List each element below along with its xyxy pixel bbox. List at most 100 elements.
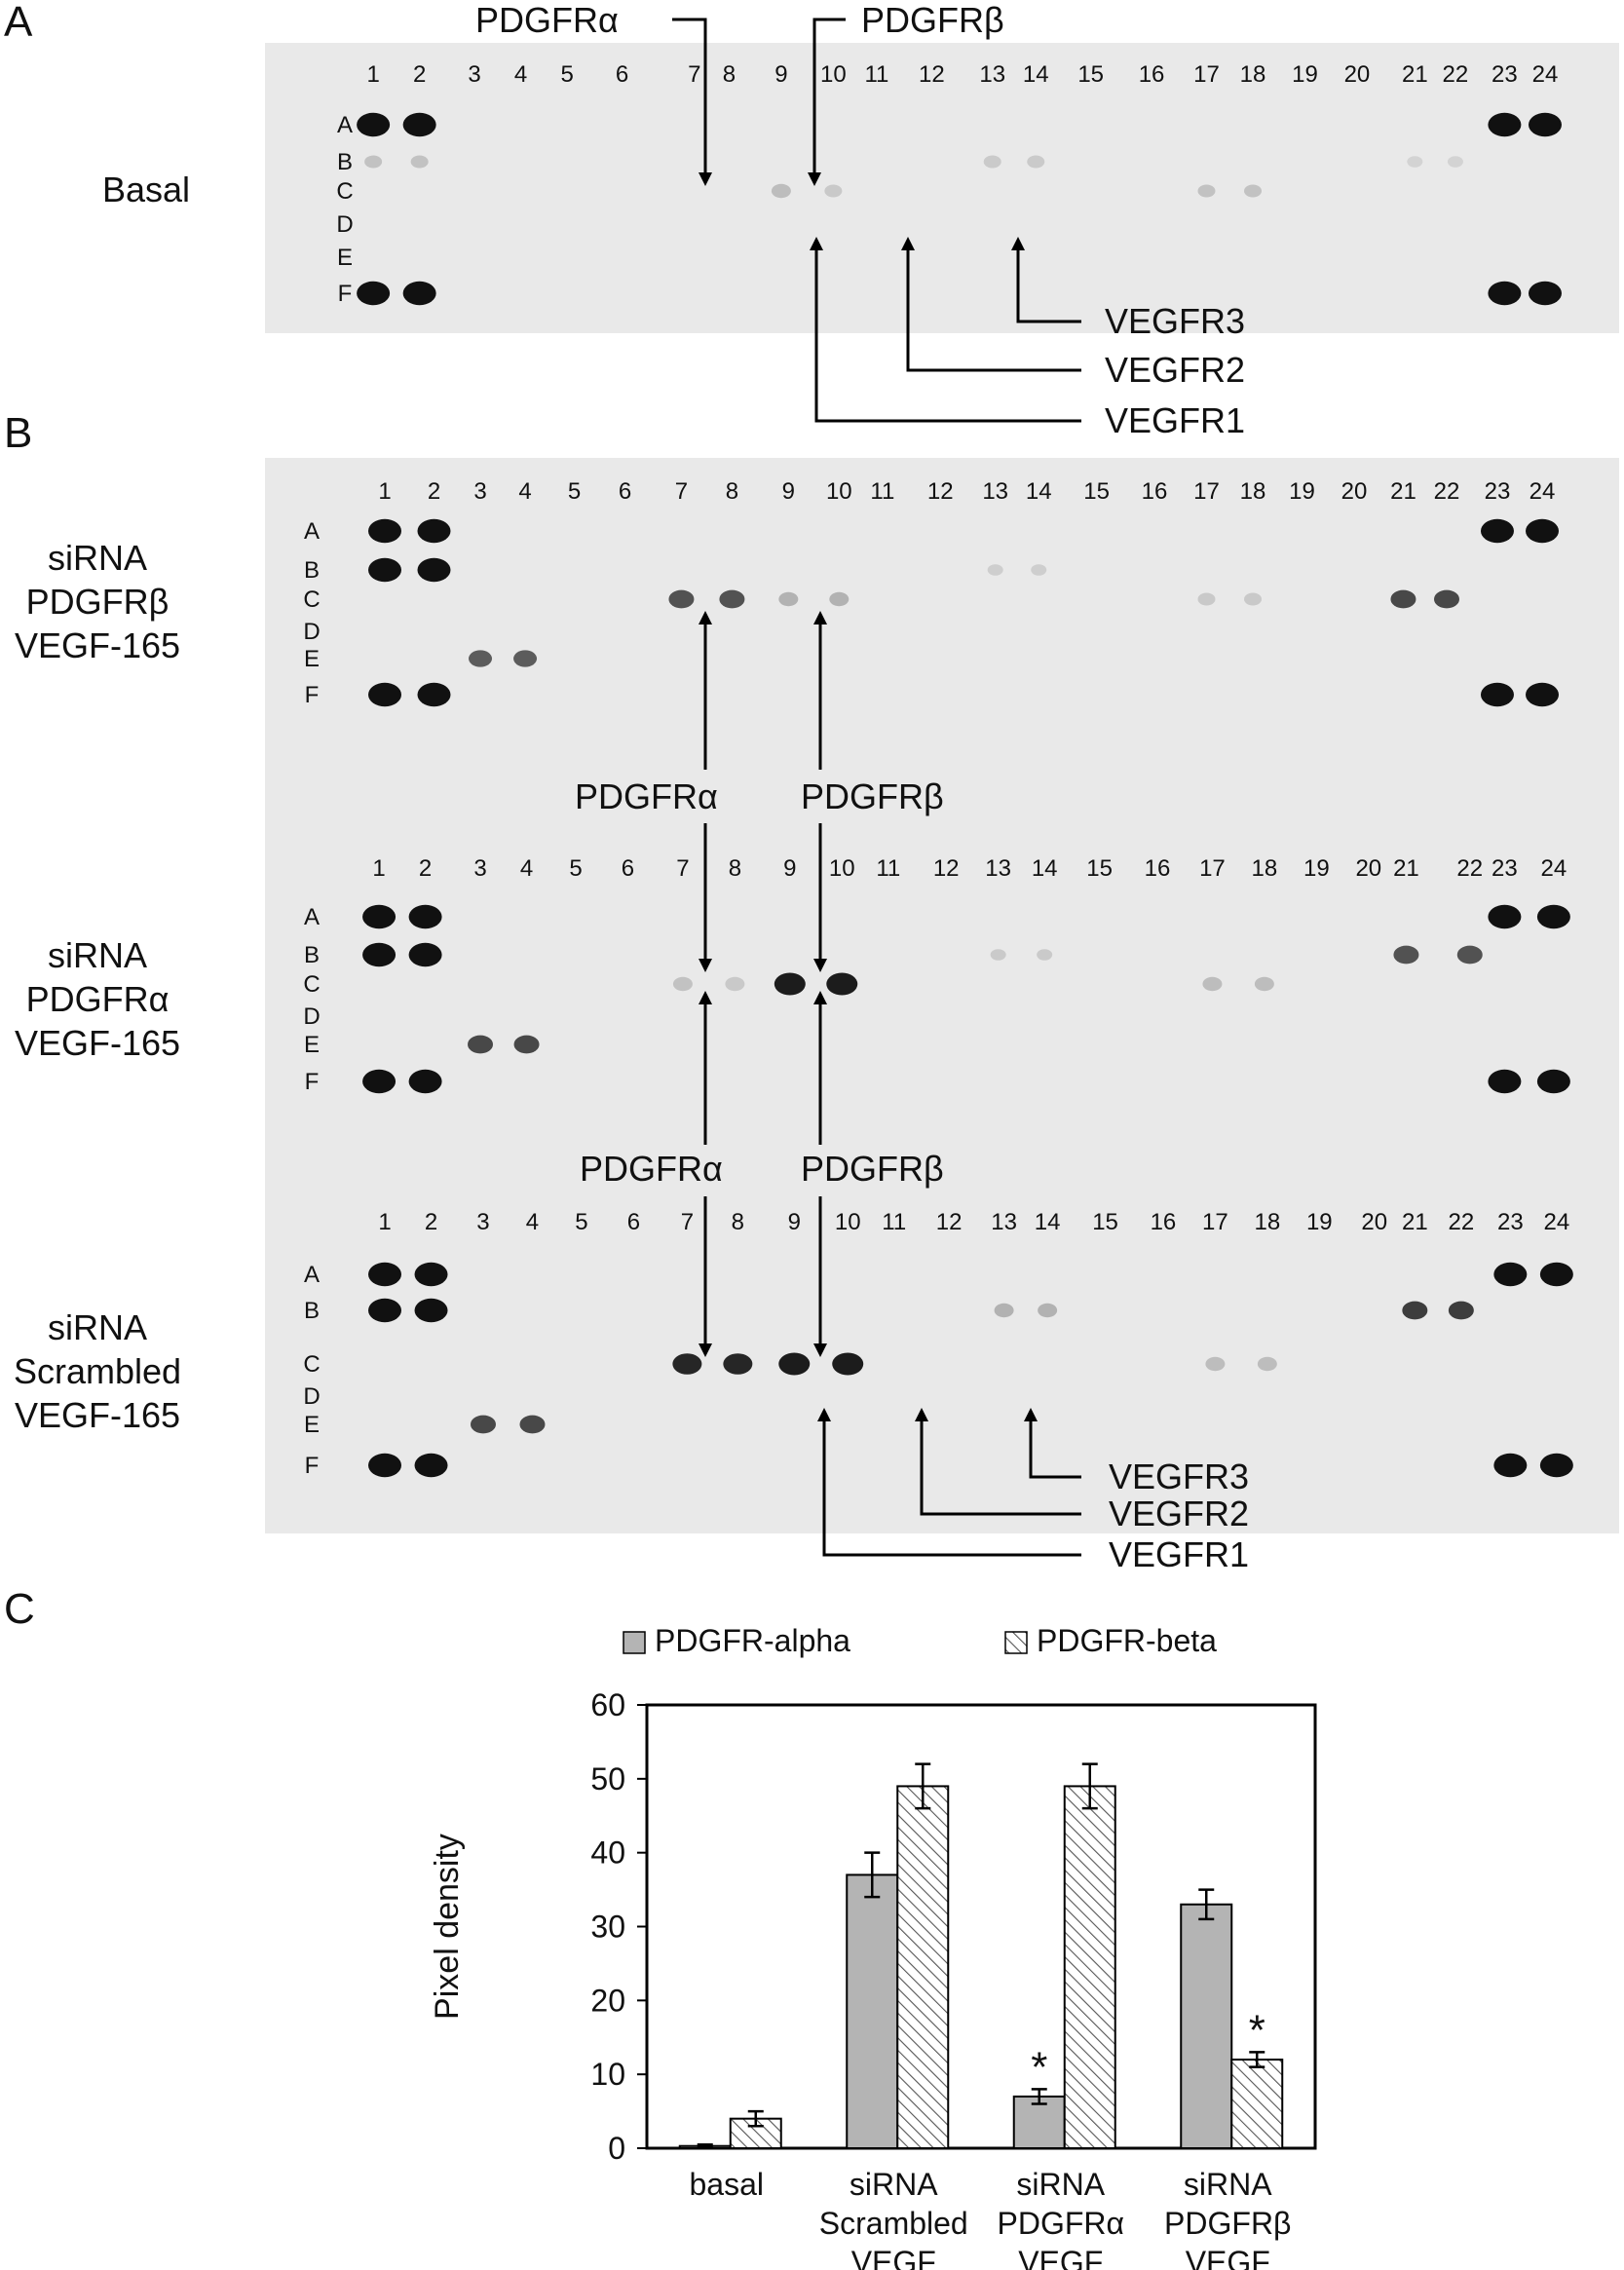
column-number-label: 10 [835, 1209, 861, 1235]
column-number-label: 2 [419, 855, 432, 882]
array-spot [408, 942, 442, 967]
basal-condition-label: Basal [102, 170, 191, 209]
category-label: PDGFRα [998, 2206, 1125, 2241]
column-number-label: 9 [783, 855, 796, 882]
pdgfra-label: PDGFRα [575, 776, 718, 816]
row-letter-label: B [304, 942, 320, 968]
column-number-label: 1 [378, 478, 391, 505]
membrane-sirna-stack [265, 458, 1619, 1533]
array-spot [513, 650, 538, 667]
column-number-label: 17 [1193, 478, 1220, 505]
array-spot [414, 1298, 448, 1323]
array-spot [519, 1415, 546, 1434]
column-number-label: 3 [473, 478, 486, 505]
legend-swatch-pdgfr-beta [1004, 1631, 1028, 1654]
column-number-label: 15 [1092, 1209, 1118, 1235]
row-letter-label: E [304, 1032, 320, 1058]
array-sirna-scrambled: 1 2 3 4 5 6 7 8 9 10 11 12 13 14 15 16 17 18 19 20 21 22 23 24A… [303, 1209, 1573, 1479]
column-number-label: 23 [1485, 478, 1511, 505]
condition-line: siRNA [47, 935, 147, 975]
pdgfrb-arrow [808, 18, 846, 186]
bar-pdgfr-alpha [1012, 2095, 1066, 2150]
row-letter-label: C [303, 971, 320, 998]
array-spot [1202, 976, 1223, 992]
pdgfrb-label: PDGFRβ [801, 1149, 944, 1189]
column-number-label: 16 [1142, 478, 1168, 505]
array-spot [1488, 281, 1522, 306]
column-number-label: 21 [1390, 478, 1416, 505]
column-number-label: 9 [788, 1209, 801, 1235]
vegfr3-label: VEGFR3 [1109, 1457, 1249, 1496]
y-axis-label: Pixel density [429, 1834, 466, 2020]
array-spot [362, 942, 397, 967]
column-number-label: 12 [927, 478, 954, 505]
array-spot [417, 682, 451, 707]
column-number-label: 2 [413, 61, 426, 88]
array-spot [1390, 589, 1416, 609]
array-spot [983, 155, 1001, 169]
row-letter-label: F [305, 682, 320, 708]
column-number-label: 10 [826, 478, 852, 505]
array-spot [832, 1352, 864, 1376]
vegfr3-label: VEGFR3 [1105, 301, 1245, 341]
legend-swatch-pdgfr-alpha [623, 1631, 646, 1654]
array-spot [824, 184, 843, 198]
array-spot [771, 183, 791, 199]
column-number-label: 6 [616, 61, 628, 88]
column-number-label: 9 [782, 478, 795, 505]
array-spot [364, 155, 383, 169]
y-tick-label: 0 [608, 2131, 625, 2166]
column-number-label: 3 [473, 855, 486, 882]
category-label: Scrambled [819, 2206, 968, 2241]
array-basal: 1 2 3 4 5 6 7 8 9 10 11 12 13 14 15 16 17 18 19 20 21 22 23 24A… [336, 61, 1562, 307]
array-spot [368, 1453, 402, 1478]
row-letter-label: A [304, 518, 320, 545]
array-spot [1480, 682, 1514, 707]
y-tick-label: 50 [590, 1761, 625, 1797]
array-spot [1205, 1356, 1226, 1372]
column-number-label: 12 [936, 1209, 963, 1235]
array-spot [1038, 1303, 1058, 1318]
vegfr2-label: VEGFR2 [1109, 1494, 1249, 1533]
sirna-pdgfrb-condition-label: siRNA PDGFRβ VEGF-165 [0, 536, 195, 667]
column-number-label: 16 [1139, 61, 1165, 88]
bar-pdgfr-beta [896, 1785, 950, 2149]
row-letter-label: D [303, 619, 320, 645]
array-spot [990, 949, 1006, 961]
y-tick-label: 30 [590, 1910, 625, 1945]
array-spot [1536, 904, 1570, 929]
row-letter-label: A [304, 1262, 320, 1288]
column-number-label: 15 [1083, 478, 1110, 505]
array-spot [1197, 184, 1216, 198]
row-letter-label: A [337, 112, 353, 138]
column-number-label: 1 [372, 855, 385, 882]
condition-line: PDGFRβ [25, 582, 170, 622]
array-spot [1526, 682, 1560, 707]
column-number-label: 5 [568, 478, 581, 505]
array-spot [826, 972, 858, 996]
array-spot [368, 1262, 402, 1287]
array-spot [1254, 976, 1274, 992]
column-number-label: 8 [726, 478, 738, 505]
array-spot [410, 155, 429, 169]
row-letter-label: B [304, 1298, 320, 1324]
array-spot [994, 1303, 1014, 1318]
array-spot [1244, 592, 1263, 606]
row-letter-label: C [303, 1351, 320, 1378]
row-letter-label: E [304, 646, 320, 672]
column-number-label: 20 [1344, 61, 1371, 88]
array-sirna-pdgfrb: 1 2 3 4 5 6 7 8 9 10 11 12 13 14 15 16 17 18 19 20 21 22 23 24A… [303, 478, 1560, 708]
array-spot [1027, 155, 1045, 169]
column-number-label: 16 [1145, 855, 1171, 882]
array-spot [468, 1035, 494, 1054]
vegfr1-label: VEGFR1 [1105, 400, 1245, 440]
condition-line: Scrambled [13, 1351, 182, 1391]
column-number-label: 24 [1544, 1209, 1570, 1235]
array-spot [719, 589, 745, 609]
column-number-label: 9 [774, 61, 787, 88]
array-spot [1493, 1453, 1528, 1478]
array-spot [1493, 1262, 1528, 1287]
column-number-label: 20 [1355, 855, 1381, 882]
array-spot [668, 589, 695, 609]
array-spot [725, 976, 745, 992]
